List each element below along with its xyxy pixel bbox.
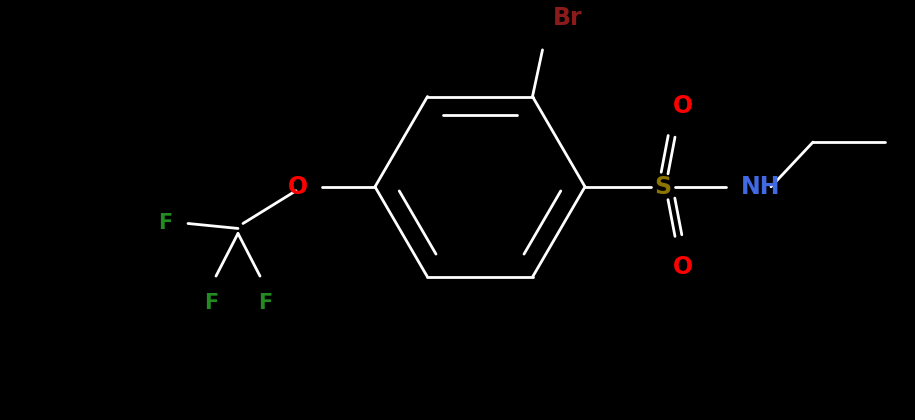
Text: O: O [288, 175, 308, 199]
Text: F: F [157, 213, 172, 234]
Text: F: F [204, 293, 218, 313]
Text: O: O [673, 94, 693, 118]
Text: S: S [654, 175, 672, 199]
Text: NH: NH [741, 175, 780, 199]
Text: Br: Br [553, 6, 582, 30]
Text: F: F [258, 293, 272, 313]
Text: O: O [673, 255, 693, 279]
